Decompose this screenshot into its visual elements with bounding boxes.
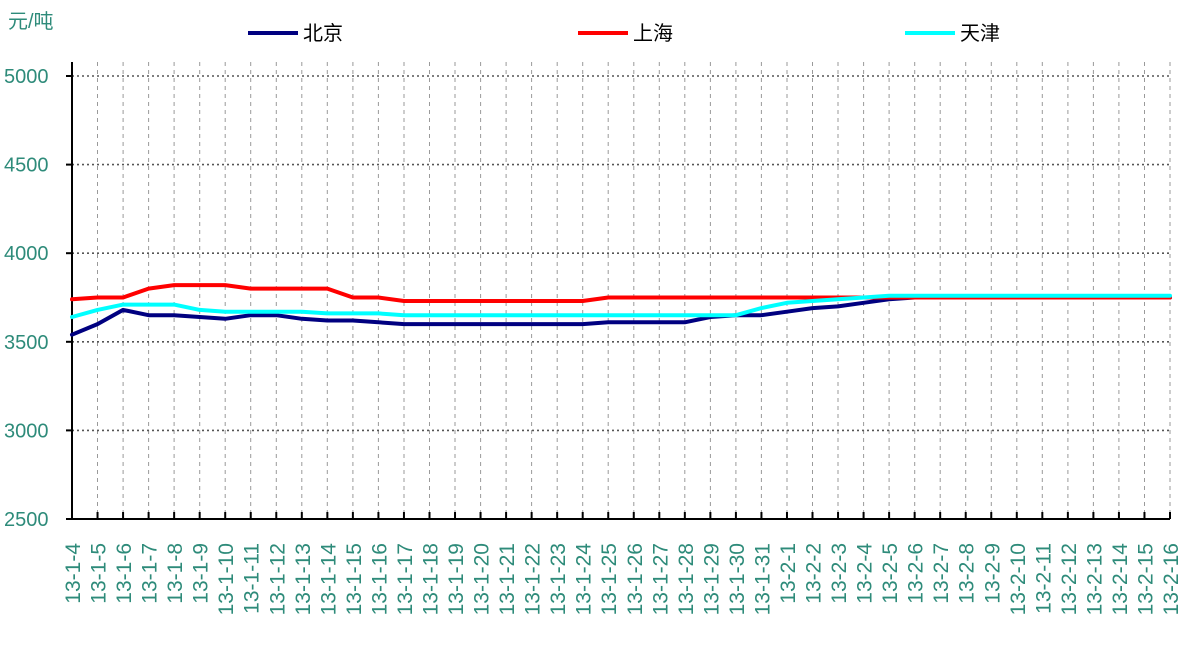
- x-tick-label: 13-1-26: [624, 543, 647, 615]
- x-tick-label: 13-1-10: [215, 543, 238, 615]
- x-tick-label: 13-2-2: [803, 543, 826, 604]
- x-tick-label: 13-2-10: [1007, 543, 1030, 615]
- x-tick-label: 13-2-6: [905, 543, 928, 604]
- series-line-2: [70, 283, 1172, 303]
- x-tick-label: 13-1-17: [394, 543, 417, 615]
- y-axis-unit-label: 元/吨: [8, 10, 54, 33]
- x-tick-label: 13-1-14: [317, 543, 340, 616]
- y-tick-label: 5000: [4, 66, 49, 88]
- x-tick-label: 13-1-28: [675, 543, 698, 615]
- y-tick-labels: 2500 3000 3500 4000 4500 5000: [4, 66, 49, 531]
- x-tick-label: 13-2-3: [828, 543, 851, 604]
- series-lines: [70, 283, 1172, 337]
- x-tick-label: 13-2-13: [1083, 543, 1106, 615]
- x-tick-label: 13-1-30: [726, 543, 749, 615]
- x-tick-label: 13-2-1: [777, 543, 800, 604]
- x-tick-label: 13-2-9: [981, 543, 1004, 604]
- x-tick-label: 13-1-11: [241, 543, 264, 614]
- legend-label: 上海: [633, 22, 673, 45]
- x-tick-label: 13-2-4: [854, 543, 877, 604]
- x-tick-label: 13-1-19: [445, 543, 468, 615]
- x-tick-label: 13-1-4: [62, 543, 85, 604]
- x-tick-label: 13-1-23: [547, 543, 570, 615]
- x-tick-label: 13-1-31: [751, 543, 774, 615]
- legend-label: 天津: [960, 22, 1000, 45]
- x-tick-label: 13-2-11: [1032, 543, 1055, 614]
- x-tick-label: 13-1-7: [139, 543, 162, 604]
- y-tick-label: 4000: [4, 243, 49, 265]
- x-tick-label: 13-2-8: [956, 543, 979, 604]
- x-tick-label: 13-1-16: [368, 543, 391, 615]
- x-tick-label: 13-1-29: [700, 543, 723, 615]
- y-tick-label: 3500: [4, 332, 49, 354]
- x-tick-label: 13-1-8: [164, 543, 187, 604]
- x-tick-label: 13-1-27: [649, 543, 672, 615]
- x-tick-label: 13-1-25: [598, 543, 621, 615]
- x-tick-label: 13-2-14: [1109, 543, 1132, 616]
- x-tick-label: 13-2-16: [1160, 543, 1183, 615]
- x-tick-label: 13-1-5: [88, 543, 111, 604]
- x-tick-label: 13-2-7: [930, 543, 953, 604]
- x-tick-label: 13-2-5: [879, 543, 902, 604]
- x-tick-label: 13-2-15: [1135, 543, 1158, 615]
- series-line-3: [70, 293, 1172, 319]
- x-tick-label: 13-1-22: [522, 543, 545, 615]
- x-tick-label: 13-1-12: [266, 543, 289, 615]
- x-tick-label: 13-1-20: [471, 543, 494, 615]
- legend-label: 北京: [303, 22, 343, 45]
- x-tick-label: 13-1-15: [343, 543, 366, 615]
- x-tick-label: 13-1-24: [573, 543, 596, 616]
- x-tick-label: 13-1-6: [113, 543, 136, 604]
- x-tick-label: 13-1-13: [292, 543, 315, 615]
- x-tick-label: 13-2-12: [1058, 543, 1081, 615]
- y-tick-label: 2500: [4, 509, 49, 531]
- y-tick-label: 3000: [4, 420, 49, 442]
- grid: [72, 62, 1171, 519]
- x-tick-label: 13-1-9: [190, 543, 213, 604]
- x-tick-labels: 13-1-4 13-1-5 13-1-6 13-1-7 13-1-8 13-1-9 13-1…: [62, 543, 1183, 616]
- x-tick-label: 13-1-18: [420, 543, 443, 615]
- y-tick-label: 4500: [4, 155, 49, 177]
- axes: [66, 62, 1171, 520]
- legend: 北京 上海 天津: [248, 22, 1000, 45]
- x-tick-label: 13-1-21: [496, 543, 519, 615]
